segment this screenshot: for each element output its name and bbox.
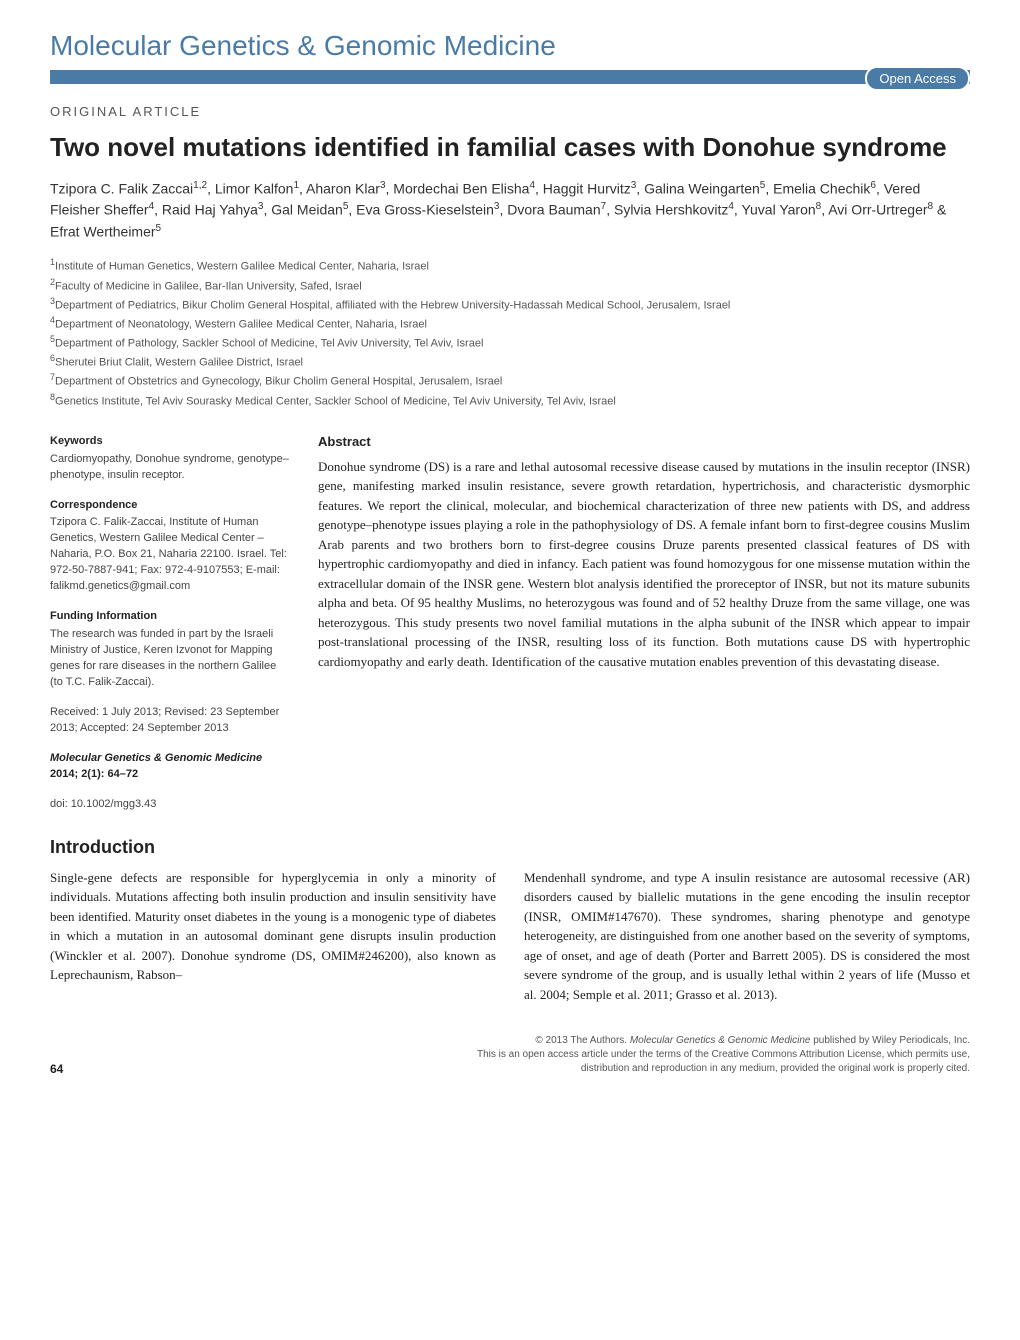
journal-citation: Molecular Genetics & Genomic Medicine 20…	[50, 751, 290, 783]
affiliation-line: 8Genetics Institute, Tel Aviv Sourasky M…	[50, 391, 970, 410]
body-col-left: Single-gene defects are responsible for …	[50, 868, 496, 1005]
article-type: ORIGINAL ARTICLE	[50, 104, 970, 119]
copyright-block: © 2013 The Authors. Molecular Genetics &…	[477, 1034, 970, 1076]
author-list: Tzipora C. Falik Zaccai1,2, Limor Kalfon…	[50, 178, 970, 243]
article-title: Two novel mutations identified in famili…	[50, 131, 970, 164]
correspondence-head: Correspondence	[50, 498, 290, 514]
page-footer: 64 © 2013 The Authors. Molecular Genetic…	[50, 1034, 970, 1076]
abstract-column: Abstract Donohue syndrome (DS) is a rare…	[318, 434, 970, 813]
introduction-head: Introduction	[50, 837, 970, 858]
copyright-line2: This is an open access article under the…	[477, 1048, 970, 1062]
funding-head: Funding Information	[50, 609, 290, 625]
keywords-text: Cardiomyopathy, Donohue syndrome, genoty…	[50, 452, 290, 484]
affiliation-line: 3Department of Pediatrics, Bikur Cholim …	[50, 295, 970, 314]
abstract-body: Donohue syndrome (DS) is a rare and leth…	[318, 457, 970, 672]
correspondence-text: Tzipora C. Falik-Zaccai, Institute of Hu…	[50, 515, 290, 595]
affiliation-line: 1Institute of Human Genetics, Western Ga…	[50, 256, 970, 275]
page-root: Molecular Genetics & Genomic Medicine Op…	[0, 0, 1020, 1096]
copyright-journal: Molecular Genetics & Genomic Medicine	[630, 1035, 811, 1046]
body-col-right: Mendenhall syndrome, and type A insulin …	[524, 868, 970, 1005]
keywords-head: Keywords	[50, 434, 290, 450]
page-number: 64	[50, 1062, 63, 1076]
sidebar-metadata: Keywords Cardiomyopathy, Donohue syndrom…	[50, 434, 290, 813]
doi-text: doi: 10.1002/mgg3.43	[50, 797, 290, 813]
body-columns: Single-gene defects are responsible for …	[50, 868, 970, 1005]
copyright-line3: distribution and reproduction in any med…	[477, 1062, 970, 1076]
received-dates: Received: 1 July 2013; Revised: 23 Septe…	[50, 705, 290, 737]
open-access-badge: Open Access	[865, 66, 970, 91]
metadata-abstract-row: Keywords Cardiomyopathy, Donohue syndrom…	[50, 434, 970, 813]
funding-text: The research was funded in part by the I…	[50, 627, 290, 691]
journal-cite-vol: 2014; 2(1): 64–72	[50, 768, 138, 780]
affiliation-line: 7Department of Obstetrics and Gynecology…	[50, 371, 970, 390]
affiliation-line: 4Department of Neonatology, Western Gali…	[50, 314, 970, 333]
affiliation-line: 2Faculty of Medicine in Galilee, Bar-Ila…	[50, 276, 970, 295]
journal-cite-name: Molecular Genetics & Genomic Medicine	[50, 752, 262, 764]
affiliations: 1Institute of Human Genetics, Western Ga…	[50, 256, 970, 409]
header-bar: Open Access	[50, 70, 970, 84]
affiliation-line: 5Department of Pathology, Sackler School…	[50, 333, 970, 352]
abstract-head: Abstract	[318, 434, 970, 449]
copyright-line1: © 2013 The Authors. Molecular Genetics &…	[477, 1034, 970, 1048]
journal-title: Molecular Genetics & Genomic Medicine	[50, 30, 970, 62]
affiliation-line: 6Sherutei Briut Clalit, Western Galilee …	[50, 352, 970, 371]
